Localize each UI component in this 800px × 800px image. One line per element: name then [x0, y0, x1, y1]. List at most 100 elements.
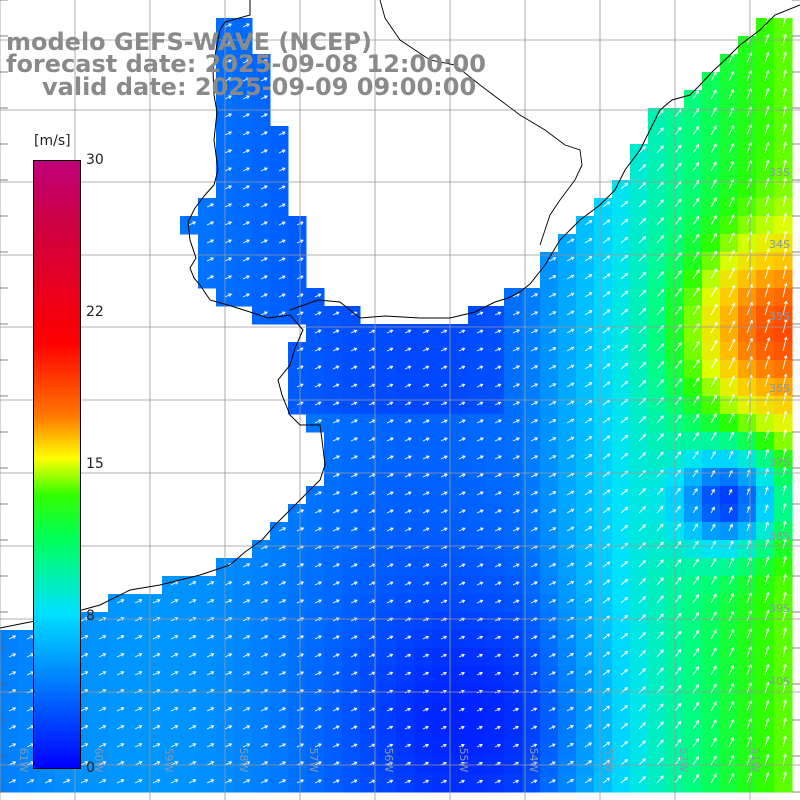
wind-arrow — [242, 77, 250, 82]
wind-arrow — [242, 113, 250, 118]
wind-arrow-head — [783, 282, 788, 287]
wind-arrow-head — [696, 340, 700, 345]
wind-arrow-head — [84, 707, 89, 711]
wind-arrow-head — [479, 725, 483, 730]
wind-arrow-head — [156, 743, 161, 747]
wind-arrow-head — [730, 178, 735, 183]
wind-arrow — [764, 522, 769, 532]
wind-arrow — [746, 488, 750, 496]
wind-arrow-head — [551, 707, 556, 711]
wind-arrow-head — [407, 491, 412, 495]
wind-arrow-head — [534, 311, 539, 315]
wind-arrow-head — [748, 646, 752, 651]
wind-cell — [756, 594, 775, 613]
wind-arrow-head — [318, 599, 322, 603]
wind-arrow — [728, 665, 734, 676]
wind-arrow — [422, 654, 429, 658]
wind-cell — [720, 558, 739, 577]
wind-arrow-head — [660, 649, 664, 654]
wind-arrow — [656, 739, 664, 748]
wind-arrow — [512, 672, 519, 676]
wind-cell — [738, 414, 757, 433]
wind-arrow-head — [299, 221, 304, 225]
wind-arrow-head — [335, 401, 340, 406]
wind-arrow-head — [713, 755, 717, 760]
wind-arrow-head — [783, 354, 788, 359]
wind-arrow-head — [588, 436, 593, 440]
valid-date: valid date: 2025-09-09 09:00:00 — [42, 73, 477, 101]
wind-arrow — [314, 635, 322, 640]
wind-arrow — [584, 652, 592, 658]
wind-arrow-head — [228, 131, 232, 135]
wind-cell — [684, 540, 703, 559]
wind-arrow-head — [210, 671, 215, 675]
wind-arrows — [8, 15, 788, 784]
wind-arrow-head — [748, 772, 752, 777]
wind-arrow-head — [765, 573, 770, 578]
wind-arrow-head — [264, 275, 268, 279]
wind-arrow-head — [281, 221, 286, 225]
wind-cell — [720, 198, 739, 217]
wind-arrow — [764, 16, 769, 28]
wind-arrow — [458, 636, 465, 640]
wind-arrow — [764, 283, 770, 298]
wind-arrow — [710, 719, 717, 730]
wind-arrow-head — [606, 435, 611, 439]
wind-arrow-head — [210, 779, 215, 783]
wind-arrow — [728, 575, 734, 586]
wind-arrow — [512, 401, 520, 406]
wind-arrow-head — [731, 284, 736, 289]
wind-arrow — [224, 239, 232, 244]
wind-cell — [648, 522, 667, 541]
wind-arrow — [242, 599, 250, 604]
wind-arrow — [260, 671, 268, 676]
wind-arrow — [710, 251, 717, 262]
wind-arrow-head — [353, 707, 358, 712]
wind-arrow-head — [461, 437, 466, 441]
wind-arrow — [584, 454, 593, 460]
wind-arrow — [116, 689, 124, 694]
wind-cell — [738, 612, 757, 631]
wind-arrow-head — [677, 756, 682, 761]
wind-arrow-head — [678, 414, 682, 419]
wind-arrow-head — [570, 652, 575, 657]
wind-arrow-head — [264, 257, 268, 261]
wind-arrow — [512, 473, 520, 478]
wind-arrow-head — [695, 774, 699, 778]
wind-arrow-head — [353, 563, 358, 567]
wind-arrow-head — [425, 635, 430, 640]
wind-arrow-head — [498, 455, 502, 459]
wind-arrow-head — [552, 311, 557, 315]
wind-arrow — [692, 359, 700, 370]
wind-arrow-head — [281, 275, 286, 279]
wind-arrow-head — [606, 741, 611, 746]
wind-arrow-head — [570, 778, 575, 783]
wind-arrow — [170, 617, 178, 622]
wind-arrow — [458, 708, 465, 712]
wind-arrow-head — [425, 437, 430, 441]
wind-arrow — [404, 527, 412, 532]
wind-arrow-head — [498, 509, 502, 513]
wind-arrow — [530, 437, 538, 442]
wind-arrow-head — [353, 743, 358, 748]
wind-cell — [756, 360, 775, 379]
wind-arrow-head — [264, 167, 268, 171]
wind-arrow — [242, 167, 250, 172]
wind-arrow — [728, 357, 735, 370]
wind-arrow-head — [677, 451, 682, 455]
wind-arrow-head — [570, 382, 575, 387]
wind-arrow — [512, 491, 520, 496]
wind-arrow-head — [765, 429, 770, 434]
wind-arrow — [170, 581, 178, 586]
wind-arrow-head — [606, 273, 611, 277]
wind-arrow-head — [660, 288, 665, 293]
wind-arrow-head — [677, 505, 681, 510]
wind-arrow — [638, 740, 646, 748]
wind-arrow-head — [606, 651, 611, 656]
wind-arrow-head — [552, 293, 557, 297]
wind-arrow-head — [264, 293, 268, 297]
wind-arrow — [710, 507, 715, 514]
wind-arrow-head — [713, 376, 718, 381]
wind-arrow — [692, 90, 699, 100]
wind-arrow-head — [642, 506, 646, 510]
